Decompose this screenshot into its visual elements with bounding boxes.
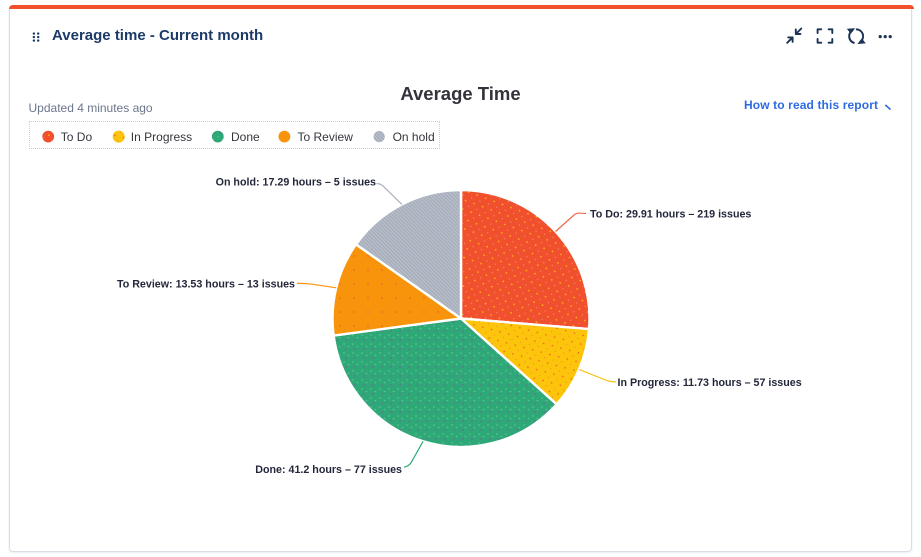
svg-text:On hold: 17.29 hours – 5 issue: On hold: 17.29 hours – 5 issues — [216, 177, 376, 189]
svg-text:To Review: 13.53 hours – 13 is: To Review: 13.53 hours – 13 issues — [117, 279, 295, 291]
svg-text:To Do: 29.91 hours – 219 issue: To Do: 29.91 hours – 219 issues — [590, 209, 751, 221]
svg-text:In Progress: 11.73 hours – 57: In Progress: 11.73 hours – 57 issues — [618, 377, 802, 389]
svg-text:Done: 41.2 hours – 77 issues: Done: 41.2 hours – 77 issues — [255, 464, 402, 476]
